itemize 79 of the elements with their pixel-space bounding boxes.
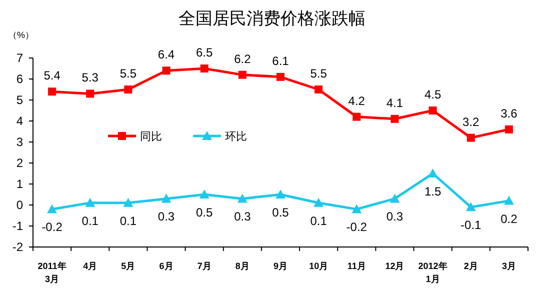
data-label: 0.3 (158, 210, 175, 224)
point (466, 134, 475, 142)
data-label: -0.2 (42, 220, 63, 234)
x-tick-label: 2011年 3月 (38, 261, 66, 284)
data-label: 5.3 (82, 70, 99, 85)
point (238, 70, 246, 79)
y-axis-title: （%） (8, 30, 34, 40)
y-tick-label: 2 (16, 156, 24, 170)
data-label: 5.4 (44, 68, 61, 83)
data-label: 0.5 (272, 206, 290, 220)
data-label: 5.5 (310, 66, 328, 80)
point (504, 196, 514, 205)
data-label: 6.5 (196, 46, 214, 60)
point (47, 204, 58, 214)
x-tick-label: 10月 (309, 261, 328, 271)
data-label: 5.5 (120, 66, 137, 80)
y-tick-label: 7 (16, 51, 24, 65)
point (237, 194, 248, 203)
x-tick-label: 3月 (502, 261, 516, 271)
x-tick-label: 12月 (385, 261, 404, 271)
data-label: 1.5 (424, 184, 442, 198)
data-label: 3.6 (500, 106, 518, 120)
point (85, 198, 96, 207)
point (86, 90, 94, 98)
x-tick-label: 6月 (159, 261, 174, 271)
point (123, 198, 134, 207)
y-tick-label: 1 (16, 177, 24, 191)
point (48, 88, 56, 96)
data-label: 0.3 (386, 210, 404, 224)
data-label: -0.2 (346, 220, 368, 234)
x-tick-label: 11月 (347, 261, 366, 271)
data-label: 6.4 (158, 48, 175, 62)
data-label: 0.1 (82, 214, 99, 228)
legend-label: 环比 (225, 130, 247, 143)
point (390, 194, 400, 203)
point (390, 114, 399, 123)
data-label: 6.1 (272, 54, 290, 68)
data-label: 4.2 (348, 94, 366, 108)
y-tick-label: 5 (16, 93, 24, 107)
x-tick-label: 8月 (235, 261, 250, 271)
x-tick-label: 5月 (121, 261, 136, 271)
y-tick-label: 4 (16, 114, 24, 128)
data-label: 0.5 (196, 206, 214, 220)
point (314, 198, 324, 207)
point (124, 86, 132, 94)
y-tick-label: -1 (12, 219, 24, 233)
x-tick-label: 9月 (273, 261, 288, 271)
point (352, 204, 362, 214)
x-tick-label: 4月 (83, 261, 98, 271)
point (276, 72, 284, 81)
data-label: 0.1 (310, 214, 328, 228)
point (466, 202, 476, 212)
x-tick-label: 2012年 1月 (418, 261, 448, 284)
y-tick-label: 0 (16, 198, 24, 212)
point (352, 112, 361, 121)
data-label: 4.5 (424, 88, 442, 102)
point (162, 66, 170, 75)
point (314, 86, 323, 94)
point (504, 125, 513, 134)
data-label: 6.2 (234, 52, 252, 66)
data-label: 0.1 (120, 214, 137, 228)
legend-label: 同比 (140, 130, 162, 143)
point (428, 168, 438, 178)
y-tick-label: 6 (16, 72, 24, 86)
chart-title: 全国居民消费价格涨跌幅 (178, 9, 366, 28)
point (276, 190, 286, 198)
data-label: 0.2 (500, 212, 518, 226)
point (161, 194, 172, 203)
point (428, 106, 437, 114)
data-label: 0.3 (234, 210, 252, 224)
y-tick-label: -2 (12, 240, 24, 254)
data-label: 4.1 (386, 96, 404, 110)
data-label: -0.1 (460, 218, 482, 232)
point (200, 64, 208, 72)
data-label: 3.2 (462, 114, 480, 129)
x-tick-label: 2月 (464, 261, 478, 271)
y-tick-label: 3 (16, 135, 24, 149)
point (199, 190, 210, 198)
x-tick-label: 7月 (197, 261, 212, 271)
